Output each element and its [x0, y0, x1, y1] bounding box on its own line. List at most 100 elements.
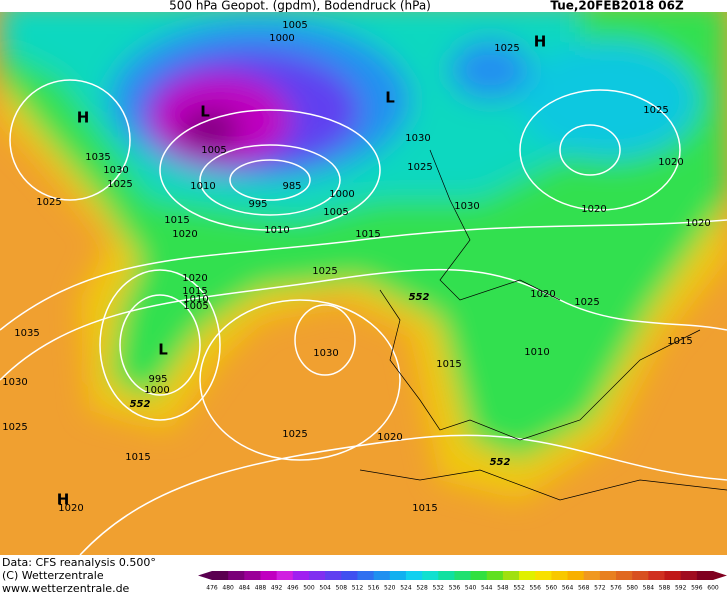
colorbar-swatch — [405, 571, 423, 580]
isobar-label: 1030 — [454, 201, 479, 212]
isobar-label: 1010 — [183, 294, 208, 305]
isobar-label: 1020 — [658, 157, 683, 168]
colorbar-tick-label: 496 — [287, 585, 299, 592]
pressure-center: H — [534, 33, 547, 51]
isobar-label: 1015 — [355, 229, 380, 240]
isobar-label: 1025 — [312, 266, 337, 277]
colorbar-swatch — [389, 571, 407, 580]
map-field — [0, 12, 727, 555]
colorbar-tick-label: 492 — [271, 585, 283, 592]
isobar-label: 1030 — [405, 133, 430, 144]
colorbar-tick-label: 564 — [562, 585, 574, 592]
colorbar-tick-label: 536 — [449, 585, 461, 592]
colorbar-tick-label: 544 — [481, 585, 493, 592]
colorbar-tick-label: 508 — [336, 585, 348, 592]
isobar-label: 1015 — [667, 336, 692, 347]
footer-data: Data: CFS reanalysis 0.500° — [2, 556, 156, 569]
isobar-label: 1020 — [530, 289, 555, 300]
isobar-label: 1020 — [172, 229, 197, 240]
isobar-label: 1020 — [58, 503, 83, 514]
colorbar-tick-label: 512 — [352, 585, 364, 592]
colorbar-swatch — [438, 571, 455, 580]
isobar-label: 1030 — [2, 377, 27, 388]
colorbar-swatch — [502, 571, 520, 580]
colorbar-swatch — [583, 571, 601, 580]
colorbar-tick-label: 584 — [643, 585, 655, 592]
colorbar-swatch — [373, 571, 391, 580]
colorbar-tick-label: 540 — [465, 585, 477, 592]
colorbar-tick-label: 568 — [578, 585, 590, 592]
colorbar-swatch — [228, 571, 245, 580]
colorbar-tick-label: 516 — [368, 585, 380, 592]
colorbar-swatch — [551, 571, 569, 580]
colorbar-end — [198, 571, 212, 580]
colorbar-swatch — [470, 571, 488, 580]
colorbar-swatch — [276, 571, 294, 580]
colorbar-tick-label: 552 — [513, 585, 525, 592]
colorbar-swatch — [486, 571, 504, 580]
isobar-label: 995 — [148, 374, 167, 385]
isobar-label: 1020 — [685, 218, 710, 229]
pressure-center: H — [77, 109, 90, 127]
isobar-label: 1015 — [182, 286, 207, 297]
geopotential-shading — [0, 12, 727, 500]
colorbar-swatch — [212, 571, 229, 580]
isobar-label: 1025 — [107, 179, 132, 190]
colorbar-swatch — [244, 571, 261, 580]
isobar-label: 1020 — [377, 432, 402, 443]
colorbar-tick-label: 476 — [206, 585, 218, 592]
isobar-label: 1015 — [125, 452, 150, 463]
colorbar-tick-label: 504 — [319, 585, 331, 592]
colorbar-swatch — [454, 571, 472, 580]
colorbar-swatch — [664, 571, 682, 580]
isobar-label: 1025 — [407, 162, 432, 173]
isobar-label: 1010 — [190, 181, 215, 192]
isobar-label: 1025 — [2, 422, 27, 433]
isobar-label: 1010 — [524, 347, 549, 358]
colorbar-swatch — [648, 571, 666, 580]
map-date: Tue,20FEB2018 06Z — [550, 0, 684, 13]
isobar-label: 1000 — [144, 385, 169, 396]
geopotential-label: 552 — [490, 457, 511, 468]
colorbar-swatch — [535, 571, 552, 580]
isobar-label: 1035 — [14, 328, 39, 339]
colorbar-swatch — [422, 571, 439, 580]
colorbar-tick-label: 580 — [626, 585, 638, 592]
colorbar-swatch — [260, 571, 278, 580]
colorbar-swatch — [567, 571, 585, 580]
isobar-label: 1005 — [323, 207, 348, 218]
colorbar-tick-label: 524 — [400, 585, 412, 592]
colorbar-tick-label: 548 — [497, 585, 509, 592]
colorbar-swatch — [292, 571, 310, 580]
colorbar-swatch — [632, 571, 649, 580]
pressure-center: L — [385, 89, 395, 107]
pressure-center: L — [200, 103, 210, 121]
isobar-label: 995 — [248, 199, 267, 210]
colorbar-swatch — [325, 571, 342, 580]
colorbar-tick-label: 480 — [222, 585, 234, 592]
colorbar-tick-label: 572 — [594, 585, 606, 592]
map-title: 500 hPa Geopot. (gpdm), Bodendruck (hPa) — [169, 0, 431, 13]
colorbar-tick-label: 600 — [707, 585, 719, 592]
colorbar-tick-label: 484 — [239, 585, 251, 592]
colorbar-tick-label: 592 — [675, 585, 687, 592]
isobar-label: 1025 — [574, 297, 599, 308]
colorbar-swatch — [599, 571, 617, 580]
footer-copyright: (C) Wetterzentrale — [2, 569, 104, 582]
colorbar-swatch — [308, 571, 326, 580]
colorbar-swatch — [341, 571, 358, 580]
isobar-label: 1010 — [264, 225, 289, 236]
colorbar-tick-label: 520 — [384, 585, 396, 592]
isobar-label: 1000 — [269, 33, 294, 44]
colorbar-tick-label: 576 — [610, 585, 622, 592]
colorbar-swatch — [680, 571, 698, 580]
isobar-label: 1020 — [182, 273, 207, 284]
isobar-label: 1030 — [103, 165, 128, 176]
colorbar-tick-label: 532 — [433, 585, 445, 592]
colorbar-swatch — [519, 571, 536, 580]
colorbar-tick-label: 596 — [691, 585, 703, 592]
isobar-label: 985 — [282, 181, 301, 192]
isobar-label: 1005 — [201, 145, 226, 156]
